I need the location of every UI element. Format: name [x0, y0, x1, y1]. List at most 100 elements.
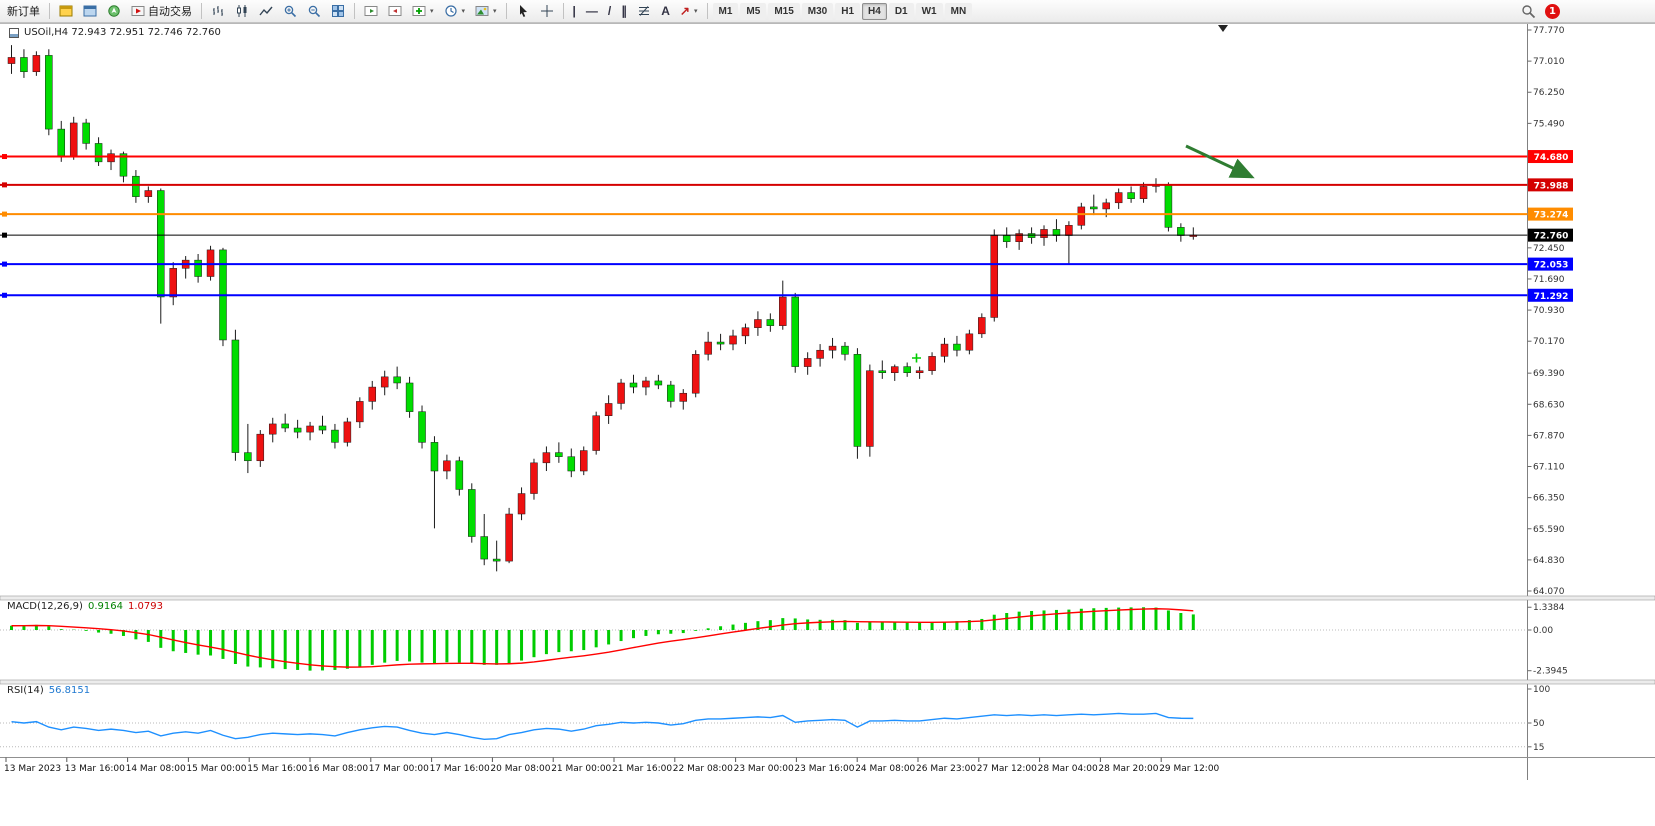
trendline-icon: / — [607, 4, 612, 18]
hline-handle[interactable] — [2, 261, 7, 267]
line-chart-button[interactable] — [255, 2, 277, 21]
timeframe-mn[interactable]: MN — [944, 2, 973, 20]
hline-handle[interactable] — [2, 232, 7, 238]
time-label: 13 Mar 16:00 — [65, 764, 125, 774]
macd-scale-tick: 0.00 — [1533, 626, 1553, 636]
periods-icon — [444, 5, 457, 17]
search-icon[interactable] — [1521, 4, 1536, 19]
price-tick: 70.930 — [1533, 306, 1565, 316]
text-icon: A — [661, 4, 670, 18]
channel-button[interactable]: ∥ — [617, 2, 631, 21]
drawn-arrow-annotation[interactable] — [1185, 144, 1255, 179]
navigator-button[interactable] — [103, 2, 125, 21]
fibonacci-button[interactable] — [633, 2, 655, 21]
svg-text:74.680: 74.680 — [1534, 153, 1569, 163]
periods-button[interactable]: ▾ — [440, 2, 470, 21]
toolbar: 新订单 自动交易 ▾ ▾ ▾ | — / ∥ A ↗ ▾ M1 M5 M15 M3… — [0, 0, 1655, 23]
rsi-scale-tick: 15 — [1533, 743, 1544, 753]
time-label: 23 Mar 00:00 — [734, 764, 794, 774]
chart-shift-icon — [388, 6, 402, 16]
autotrading-button[interactable]: 自动交易 — [127, 2, 196, 21]
time-label: 22 Mar 08:00 — [673, 764, 733, 774]
notification-badge[interactable]: 1 — [1545, 3, 1560, 19]
templates-icon — [475, 6, 489, 16]
hline-handle[interactable] — [2, 292, 7, 298]
svg-text:72.760: 72.760 — [1534, 232, 1569, 242]
horizontal-line-button[interactable]: — — [582, 2, 602, 21]
rsi-value: 56.8151 — [48, 685, 91, 696]
data-window-button[interactable] — [79, 2, 101, 21]
price-flag-72.760 — [1528, 228, 1573, 242]
time-label: 27 Mar 12:00 — [977, 764, 1037, 774]
chevron-down-icon[interactable]: ▾ — [430, 8, 434, 15]
price-tick: 68.630 — [1533, 400, 1565, 410]
time-label: 21 Mar 00:00 — [551, 764, 611, 774]
time-label: 15 Mar 00:00 — [186, 764, 246, 774]
hline-handle[interactable] — [2, 154, 7, 160]
hline-handle[interactable] — [2, 182, 7, 188]
timeframe-h4[interactable]: H4 — [862, 2, 887, 20]
autotrading-icon — [131, 6, 145, 16]
trendline-button[interactable]: / — [604, 2, 615, 21]
crosshair-button[interactable] — [536, 2, 558, 21]
chart-title: USOil,H4 72.943 72.951 72.746 72.760 — [9, 27, 221, 38]
timeframe-d1[interactable]: D1 — [888, 2, 914, 20]
time-label: 21 Mar 16:00 — [612, 764, 672, 774]
market-watch-button[interactable] — [55, 2, 77, 21]
timeframe-m5[interactable]: M5 — [740, 2, 767, 20]
plus-marker[interactable] — [912, 353, 921, 363]
macd-main-value: 0.9164 — [87, 601, 123, 612]
autotrading-label: 自动交易 — [148, 6, 192, 18]
timeframe-h1[interactable]: H1 — [835, 2, 861, 20]
hline-handle[interactable] — [2, 211, 7, 217]
svg-text:72.053: 72.053 — [1534, 261, 1569, 271]
svg-text:73.988: 73.988 — [1534, 181, 1569, 191]
time-label: 20 Mar 08:00 — [490, 764, 550, 774]
templates-button[interactable]: ▾ — [471, 2, 501, 21]
vertical-line-icon: | — [572, 4, 576, 18]
macd-signal-value: 1.0793 — [127, 601, 163, 612]
vertical-line-button[interactable]: | — [569, 2, 580, 21]
chevron-down-icon[interactable]: ▾ — [693, 8, 698, 15]
auto-scroll-button[interactable] — [360, 2, 382, 21]
chevron-down-icon[interactable]: ▾ — [461, 8, 466, 15]
text-button[interactable]: A — [657, 2, 674, 21]
chart-shift-button[interactable] — [384, 2, 406, 21]
time-label: 28 Mar 20:00 — [1098, 764, 1158, 774]
channel-icon: ∥ — [621, 4, 628, 18]
price-tick: 75.490 — [1533, 119, 1565, 129]
zoom-out-button[interactable] — [303, 2, 325, 21]
macd-header: MACD(12,26,9) 0.9164 1.0793 — [7, 601, 163, 612]
bar-chart-button[interactable] — [207, 2, 229, 21]
arrows-button[interactable]: ↗ ▾ — [676, 2, 702, 21]
timeframe-m15[interactable]: M15 — [768, 2, 800, 20]
svg-text:73.274: 73.274 — [1534, 211, 1569, 221]
time-label: 17 Mar 16:00 — [430, 764, 490, 774]
time-marker-triangle — [1218, 25, 1228, 32]
time-label: 29 Mar 12:00 — [1159, 764, 1219, 774]
cursor-button[interactable] — [512, 2, 534, 21]
toolbar-separator — [49, 3, 50, 19]
chevron-down-icon[interactable]: ▾ — [493, 8, 497, 15]
timeframe-m1[interactable]: M1 — [712, 2, 739, 20]
data-window-icon — [83, 5, 97, 17]
cursor-icon — [519, 5, 527, 17]
price-tick: 67.110 — [1533, 463, 1565, 473]
timeframe-m30[interactable]: M30 — [801, 2, 834, 20]
navigator-icon — [108, 5, 120, 17]
price-tick: 77.770 — [1533, 26, 1565, 36]
time-label: 24 Mar 08:00 — [855, 764, 915, 774]
new-order-button[interactable]: 新订单 — [3, 2, 44, 21]
price-flag-71.292 — [1528, 288, 1573, 302]
arrows-icon: ↗ — [679, 4, 690, 18]
rsi-scale-tick: 100 — [1533, 685, 1550, 695]
time-label: 28 Mar 04:00 — [1038, 764, 1098, 774]
indicators-button[interactable]: ▾ — [408, 2, 438, 21]
time-label: 17 Mar 00:00 — [369, 764, 429, 774]
tile-windows-button[interactable] — [327, 2, 349, 21]
timeframe-w1[interactable]: W1 — [915, 2, 943, 20]
crosshair-icon — [540, 5, 553, 17]
candlestick-chart-button[interactable] — [231, 2, 253, 21]
zoom-in-button[interactable] — [279, 2, 301, 21]
